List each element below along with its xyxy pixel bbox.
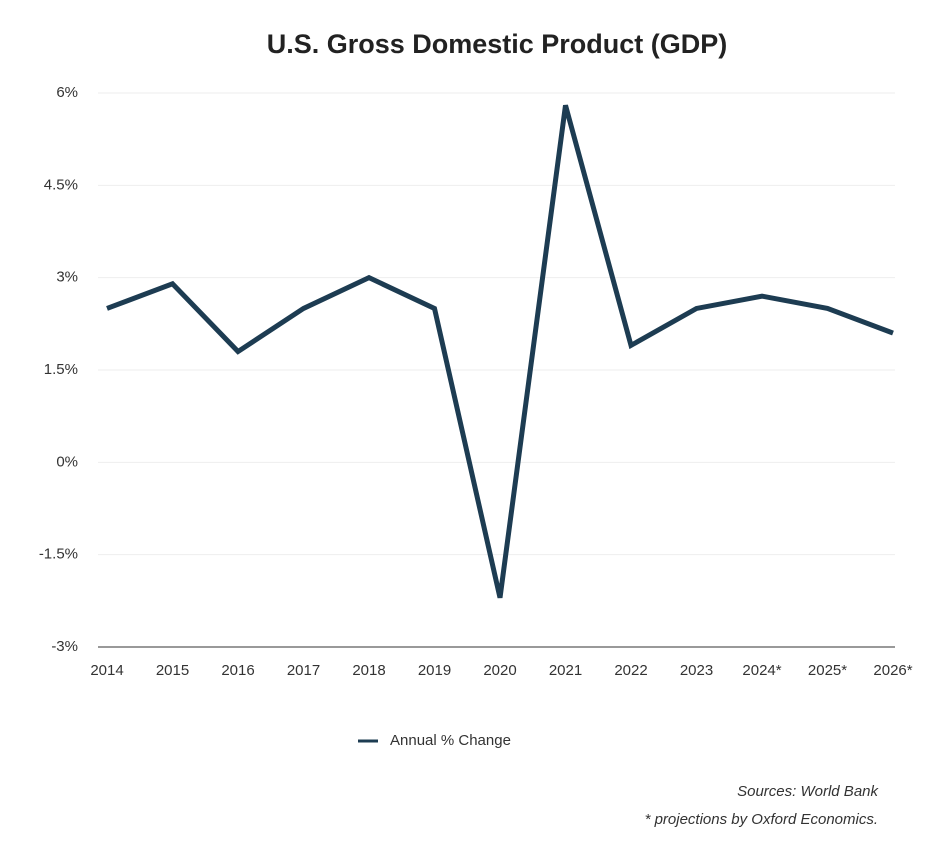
x-tick-label: 2022 [614, 662, 647, 679]
chart-title: U.S. Gross Domestic Product (GDP) [267, 29, 728, 59]
y-tick-label: 1.5% [44, 361, 78, 378]
data-line [106, 104, 894, 599]
x-tick-label: 2026* [873, 662, 912, 679]
x-tick-label: 2023 [680, 662, 713, 679]
x-tick-label: 2016 [221, 662, 254, 679]
x-tick-label: 2014 [90, 662, 123, 679]
x-tick-label: 2024* [742, 662, 781, 679]
x-tick-label: 2025* [808, 662, 847, 679]
x-tick-label: 2020 [483, 662, 516, 679]
x-tick-label: 2017 [287, 662, 320, 679]
x-tick-label: 2018 [352, 662, 385, 679]
y-tick-label: -1.5% [39, 546, 78, 563]
source-note: Sources: World Bank [737, 783, 879, 800]
x-tick-label: 2021 [549, 662, 582, 679]
x-tick-label: 2015 [156, 662, 189, 679]
y-tick-label: 4.5% [44, 176, 78, 193]
legend-label: Annual % Change [390, 732, 511, 749]
source-note: * projections by Oxford Economics. [645, 811, 878, 828]
x-tick-label: 2019 [418, 662, 451, 679]
y-tick-label: 3% [56, 269, 78, 286]
y-tick-label: -3% [51, 638, 78, 655]
y-tick-label: 0% [56, 453, 78, 470]
y-tick-label: 6% [56, 84, 78, 101]
